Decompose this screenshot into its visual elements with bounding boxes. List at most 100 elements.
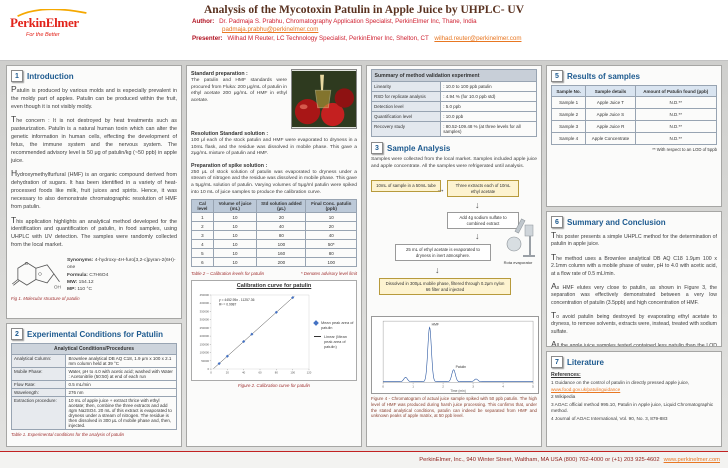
section-7-title: Literature — [567, 357, 604, 367]
svg-text:120: 120 — [307, 371, 312, 375]
logo-wordmark: PerkinElmer — [10, 15, 79, 30]
svg-text:100000: 100000 — [200, 351, 210, 355]
property-mp: MP: 110 °C — [67, 287, 92, 293]
property-formula: Formula: C7H6O4 — [67, 272, 109, 278]
section-1-number: 1 — [11, 70, 23, 82]
section-3-title: Sample Analysis — [387, 143, 451, 153]
poster-body: 1 Introduction Patulin is produced by va… — [0, 61, 728, 451]
svg-text:4: 4 — [502, 385, 504, 389]
reference-item: 1 Guidance on the control of patulin in … — [551, 380, 690, 392]
chromatogram-figure: 0 1 2 3 4 5 Time (min) HMF Patulin — [371, 316, 539, 395]
table-row: 5 10 160 80 — [191, 248, 357, 259]
svg-text:50000: 50000 — [201, 359, 209, 363]
section-1-header: 1 Introduction — [11, 70, 177, 82]
table-row: Recovery study: 80.52-109.48 % (at three… — [370, 121, 537, 137]
figure4-caption: Figure 4 - Chromatogram of actual juice … — [371, 396, 537, 419]
arrow-down-icon: ↓ — [475, 231, 480, 242]
svg-text:0: 0 — [207, 367, 209, 371]
section-7-header: 7 Literature — [551, 356, 717, 368]
author-email-link[interactable]: padmaja.prabhu@perkinelmer.com — [222, 26, 319, 33]
flow-step-4: 25 mL of ethyl acetate is evaporated to … — [395, 244, 491, 262]
apple-juice-photo — [291, 69, 357, 129]
presenter-line: Presenter: Wilhad M Reuter, LC Technolog… — [192, 35, 728, 42]
table-row: Extraction procedure: 10 mL of apple juic… — [10, 396, 177, 430]
summary-paragraph-5: All the apple juice samples tested conta… — [551, 339, 717, 347]
intro-paragraph-4: This application highlights an analytica… — [11, 214, 177, 249]
table-header-row: Sample No. Sample details Amount of Patu… — [550, 85, 718, 97]
svg-text:60: 60 — [258, 371, 262, 375]
summary-paragraph-4: To avoid patulin being destroyed by evap… — [551, 310, 717, 335]
presenter-email-link[interactable]: wilhad.reuter@perkinelmer.com — [434, 35, 522, 42]
author-label: Author: — [192, 18, 215, 25]
svg-text:OH: OH — [54, 285, 62, 291]
section-introduction: 1 Introduction Patulin is produced by va… — [6, 65, 182, 319]
arrow-right-icon: → — [436, 184, 445, 195]
column-2: Standard preparation : The patulin and H… — [186, 65, 362, 447]
header: PerkinElmer For the Better Analysis of t… — [0, 0, 728, 61]
patulin-properties-list: Synonyms: 4-hydroxy-4H-furo[3,2-c]pyran-… — [67, 257, 177, 294]
calibration-chart: Calibration curve for patulin 0 50000 1000… — [191, 280, 357, 382]
flow-step-1: 10mL of sample in a 50mL tube — [371, 180, 441, 192]
section-experimental-conditions: 2 Experimental Conditions for Patulin An… — [6, 323, 182, 447]
intro-paragraph-2: The concern : It is not destroyed by hea… — [11, 114, 177, 164]
table-row: 2 10 40 20 — [191, 221, 357, 232]
svg-text:y = 4452.95x - 11257.36: y = 4452.95x - 11257.36 — [219, 298, 255, 302]
svg-text:450000: 450000 — [200, 293, 210, 297]
table-row: Mobile Phase: Water, pH to 4.0 with aceti… — [10, 367, 177, 381]
author-line: Author: Dr. Padmaja S. Prabhu, Chromatog… — [192, 18, 728, 25]
section-5-number: 5 — [551, 70, 563, 82]
table-row: 4 10 100 50* — [191, 239, 357, 250]
table-row: 1 10 20 10 — [191, 212, 357, 223]
section-3-number: 3 — [371, 142, 383, 154]
flow-step-2: Three extracts each of 10mL ethyl acetat… — [447, 180, 519, 198]
summary-paragraph-2: The method uses a Brownlee analytical DB… — [551, 251, 717, 277]
table-row: Quantification level: 10.0 ppb — [370, 111, 537, 122]
diamond-marker-icon — [313, 319, 319, 326]
svg-text:40: 40 — [242, 371, 246, 375]
sample-analysis-text: Samples were collected from the local ma… — [371, 157, 537, 169]
table-row: Sample 3 Apple Juice R N.D.** — [550, 120, 718, 133]
svg-text:O: O — [25, 261, 29, 267]
property-mw: MW: 154.12 — [67, 279, 94, 285]
extraction-flowchart: 10mL of sample in a 50mL tube → Three ex… — [371, 176, 537, 312]
logo-tagline: For the Better — [26, 32, 60, 38]
footer-website-link[interactable]: www.perkinelmer.com — [663, 457, 720, 463]
svg-text:20: 20 — [226, 371, 230, 375]
chart-legend: Mean peak area of patulin Linear (Mean p… — [312, 290, 354, 378]
svg-text:Time (min): Time (min) — [450, 389, 465, 393]
header-text-block: Analysis of the Mycotoxin Patulin in App… — [0, 4, 728, 42]
column-1: 1 Introduction Patulin is produced by va… — [6, 65, 182, 447]
intro-paragraph-1: Patulin is produced by various molds and… — [11, 84, 177, 110]
rotary-evaporator-image — [506, 218, 535, 258]
methods-panel: Standard preparation : The patulin and H… — [186, 65, 362, 447]
figure2-caption: Figure 2. Calibration curve for patulin — [238, 383, 310, 389]
table-row: RSD for replicate analysis: 4.94 % (for … — [370, 91, 537, 102]
table2-caption: Table 2 – Calibration levels for patulin — [191, 271, 265, 277]
column-4: 5 Results of samples Sample No. Sample d… — [546, 65, 722, 447]
table-row: Sample 4 Apple Concentrate N.D.** — [550, 132, 718, 145]
table2-footnote: * Denotes advisory level limit — [300, 271, 357, 277]
section-literature: 7 Literature References: 1 Guidance on t… — [546, 351, 722, 447]
section-7-number: 7 — [551, 356, 563, 368]
table1-caption: Table 1. Experimental conditions for the… — [11, 432, 125, 437]
table2-caption-row: Table 2 – Calibration levels for patulin… — [191, 269, 357, 276]
svg-text:1: 1 — [412, 385, 414, 389]
section-1-title: Introduction — [27, 71, 74, 81]
table-row: Detection level: 5.0 ppb — [370, 101, 537, 112]
fig1-caption: Fig 1. Molecular structure of patulin — [11, 295, 80, 301]
flow-step-3: Add 4g sodium sulfate to combined extrac… — [447, 212, 519, 230]
section-5-header: 5 Results of samples — [551, 70, 717, 82]
method-validation-table: Summary of method validation experiment … — [370, 69, 537, 137]
calibration-plot: 0 50000 100000 150000 200000 250000 300000 3500… — [200, 293, 312, 375]
section-3-header: 3 Sample Analysis — [371, 142, 537, 154]
reference-item: 4 Journal of AOAC International, Vol. 90… — [551, 415, 668, 421]
table-row: Sample 1 Apple Juice T N.D.** — [550, 96, 718, 109]
section-2-number: 2 — [11, 328, 23, 340]
spike-solution-text: 250 μL of stock solution of patulin was … — [191, 169, 357, 195]
patulin-structure-figure: O O OH — [12, 261, 62, 291]
arrow-down-icon: ↓ — [435, 265, 440, 276]
table-header-row: Summary of method validation experiment — [371, 69, 537, 82]
author-email-line: padmaja.prabhu@perkinelmer.com — [222, 26, 728, 33]
logo-swoosh-icon — [17, 9, 87, 17]
reference-link[interactable]: www.food.gov.uk/patulinguidance — [551, 386, 621, 392]
